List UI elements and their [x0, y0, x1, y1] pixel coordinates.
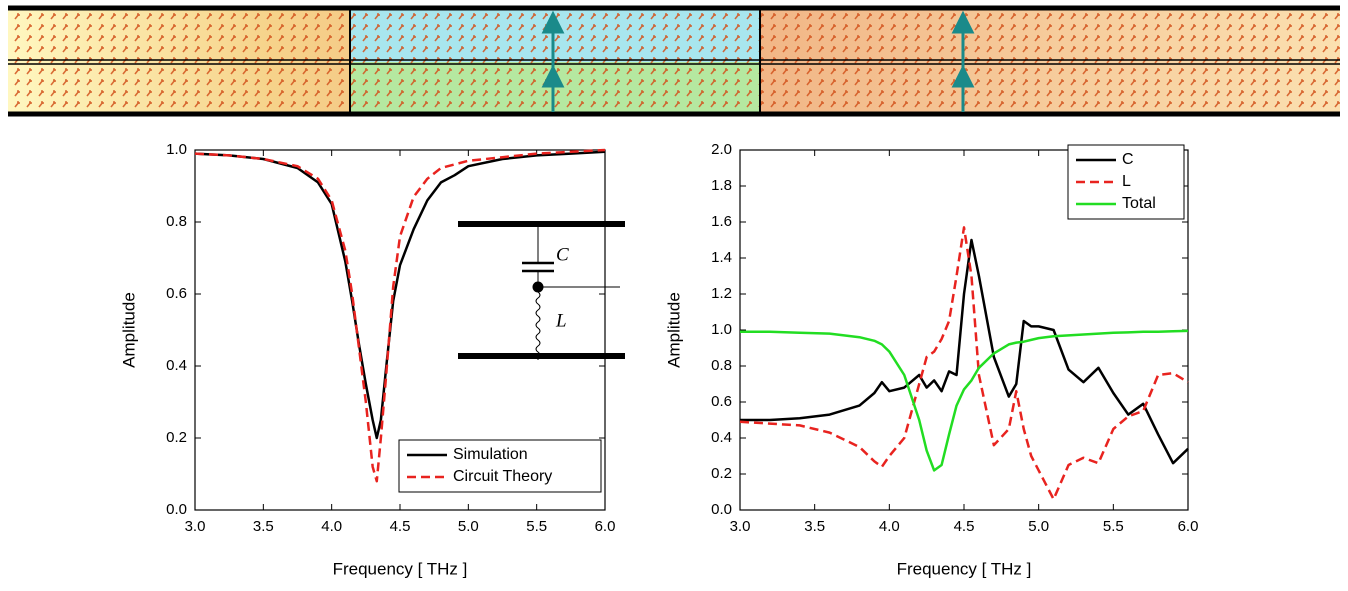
y-tick-label: 1.6	[711, 213, 732, 230]
legend-label: Circuit Theory	[453, 468, 552, 485]
x-tick-label: 4.0	[321, 518, 342, 535]
legend-label: L	[1122, 173, 1131, 190]
legend-label: C	[1122, 151, 1134, 168]
series-line	[740, 238, 1189, 465]
y-tick-label: 1.0	[711, 321, 732, 338]
x-tick-label: 3.0	[730, 518, 751, 535]
y-tick-label: 0.2	[711, 465, 732, 482]
y-tick-label: 1.2	[711, 285, 732, 302]
y-tick-label: 0.8	[711, 357, 732, 374]
y-tick-label: 1.0	[166, 141, 187, 158]
legend-box	[398, 439, 602, 493]
x-tick-label: 4.0	[879, 518, 900, 535]
x-axis-label: Frequency [ THz ]	[333, 559, 468, 578]
x-tick-label: 6.0	[595, 518, 616, 535]
y-tick-label: 1.8	[711, 177, 732, 194]
x-tick-label: 5.0	[458, 518, 479, 535]
x-tick-label: 5.5	[1103, 518, 1124, 535]
x-tick-label: 4.5	[954, 518, 975, 535]
y-tick-label: 0.6	[711, 393, 732, 410]
y-tick-label: 1.4	[711, 249, 732, 266]
x-tick-label: 4.5	[390, 518, 411, 535]
y-tick-label: 0.4	[166, 357, 187, 374]
inset-label: C	[556, 244, 569, 265]
x-tick-label: 3.5	[804, 518, 825, 535]
series-line	[740, 329, 1189, 472]
x-tick-label: 6.0	[1178, 518, 1199, 535]
legend-box	[1067, 144, 1185, 220]
y-axis-label: Amplitude	[119, 292, 138, 368]
y-tick-label: 0.4	[711, 429, 732, 446]
y-tick-label: 0.2	[166, 429, 187, 446]
legend-label: Total	[1122, 195, 1156, 212]
series-line	[739, 226, 1189, 501]
x-tick-label: 3.5	[253, 518, 274, 535]
inset-label: L	[555, 310, 567, 331]
x-tick-label: 5.5	[526, 518, 547, 535]
y-tick-label: 2.0	[711, 141, 732, 158]
x-axis-label: Frequency [ THz ]	[897, 559, 1032, 578]
series-line	[194, 150, 606, 440]
y-tick-label: 0.0	[166, 501, 187, 518]
series-line	[194, 148, 606, 483]
field-map	[8, 5, 1340, 117]
x-tick-label: 3.0	[185, 518, 206, 535]
legend-label: Simulation	[453, 446, 528, 463]
y-tick-label: 0.6	[166, 285, 187, 302]
circuit-inset	[458, 221, 625, 360]
y-tick-label: 0.8	[166, 213, 187, 230]
y-axis-label: Amplitude	[664, 292, 683, 368]
y-tick-label: 0.0	[711, 501, 732, 518]
x-tick-label: 5.0	[1028, 518, 1049, 535]
